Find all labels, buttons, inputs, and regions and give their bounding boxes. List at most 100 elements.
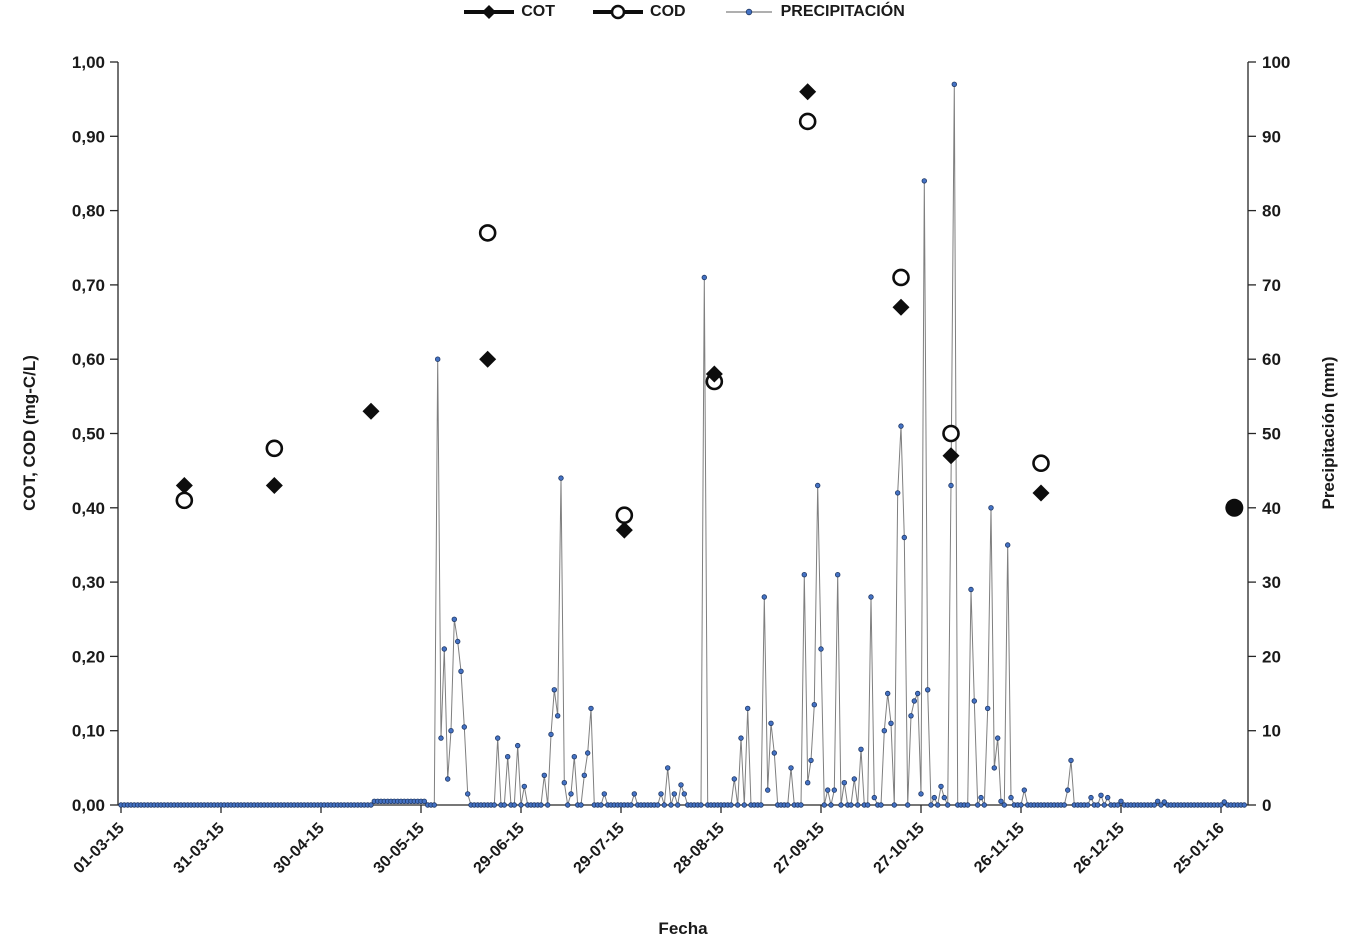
precipitation-point [938,783,944,790]
precipitation-point [1084,802,1091,808]
precipitation-point [888,720,894,726]
precipitation-point [455,638,461,645]
cot-point [362,402,380,420]
y-left-tick-label: 0,50 [72,425,105,444]
precipitation-point [1161,799,1167,805]
precipitacion-legend-marker-icon [722,2,776,22]
precipitation-point [451,616,457,622]
precipitation-point [971,698,977,704]
cot-legend-marker-icon [462,2,516,22]
precipitation-point [731,776,737,782]
cod-legend-marker-icon [591,2,645,22]
precipitation-point [601,791,607,797]
precipitation-point [1241,802,1247,808]
precipitation-point [928,802,934,808]
precipitation-point [1151,802,1157,808]
cot-point [615,521,633,539]
x-tick-label: 31-03-15 [171,820,228,877]
precipitation-point [1158,802,1164,808]
x-tick-label: 30-05-15 [371,820,428,877]
cot-point [1225,499,1243,517]
precipitation-point [628,802,634,808]
precipitation-point [515,742,521,749]
precipitation-point [441,646,447,652]
precipitation-point [545,802,551,808]
precipitation-point [871,794,877,801]
cod-point [175,491,194,510]
precipitation-point [1101,802,1107,808]
cod-point [798,112,817,131]
cot-point [175,477,193,495]
precipitation-point [801,572,807,578]
precipitation-point [945,802,951,808]
y-right-tick-label: 10 [1262,722,1281,741]
cod-point [892,268,910,287]
precipitation-point [1005,542,1011,548]
x-tick-label: 26-12-15 [1071,820,1128,877]
y-left-tick-label: 0,90 [72,127,105,146]
precipitation-point [548,731,554,738]
precipitation-point [1088,794,1094,801]
precipitation-point [585,750,591,756]
legend-item-precipitacion: PRECIPITACIÓN [722,2,905,22]
precipitation-point [885,690,891,697]
precipitation-point [965,802,971,808]
precipitation-point [1118,798,1124,804]
precipitation-point [975,802,981,808]
x-tick-label: 29-07-15 [571,820,628,877]
precipitation-point [968,586,974,593]
y-left-tick-label: 0,00 [72,796,105,815]
precipitation-point [918,791,924,797]
precipitation-point [495,735,501,741]
precipitation-point [578,802,584,808]
precipitation-point [1008,794,1014,801]
precipitation-point [761,594,767,600]
y-right-tick-label: 100 [1262,53,1290,72]
cod-point [615,506,634,525]
y-right-tick-label: 20 [1262,647,1281,666]
precipitation-point [915,690,921,697]
legend-label-precipitacion: PRECIPITACIÓN [780,3,905,20]
precipitation-point [825,787,831,793]
precipitation-point [658,791,664,797]
precipitation-point [798,802,804,808]
cot-point [799,83,817,101]
precipitation-point [925,687,931,693]
precipitation-point [435,356,441,362]
precipitation-point [901,534,907,541]
cot-point [1032,484,1050,502]
precipitation-point [561,780,567,786]
precipitation-point [1021,787,1028,793]
y-left-tick-label: 0,80 [72,202,105,221]
precipitation-point [881,728,887,734]
precipitation-point [985,705,991,712]
precipitation-point [1154,798,1161,804]
precipitation-point [821,802,827,808]
precipitation-point [445,776,451,782]
precipitation-point [665,765,671,771]
legend-item-cod: COD [591,2,686,22]
precipitation-point [668,802,674,808]
y-right-tick-label: 80 [1262,202,1281,221]
legend-label-cot: COT [521,3,556,20]
precipitation-point [1218,802,1224,808]
precipitation-point [911,698,917,704]
legend-item-cot: COT [462,2,555,22]
precipitation-point [571,754,577,760]
precipitation-point [868,594,874,600]
precipitation-point [1094,802,1101,808]
x-tick-label: 26-11-15 [971,820,1028,877]
y-left-tick-label: 0,30 [72,573,105,592]
y-right-tick-label: 0 [1262,796,1271,815]
precipitation-point [431,802,437,808]
precipitation-point [598,802,604,808]
precipitation-point [518,802,524,808]
precipitation-point [935,802,941,808]
precipitation-point [805,780,811,786]
cod-point [1032,454,1050,473]
precipitation-point [851,776,857,782]
precipitation-point [368,802,374,808]
precipitation-point [1068,757,1074,764]
precipitation-point [661,802,667,808]
